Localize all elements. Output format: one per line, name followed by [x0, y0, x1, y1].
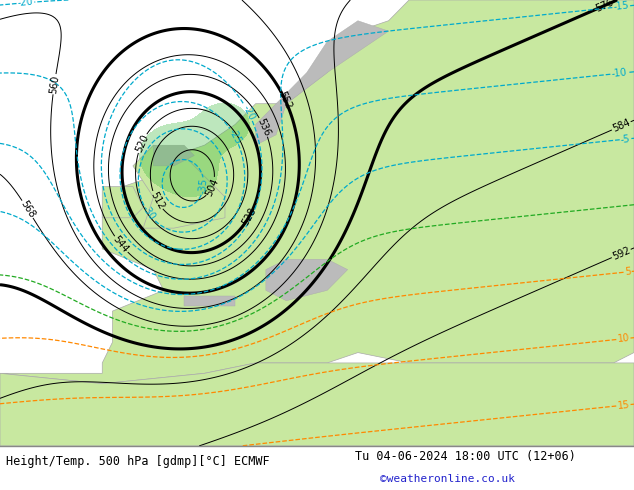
Text: Height/Temp. 500 hPa [gdmp][°C] ECMWF: Height/Temp. 500 hPa [gdmp][°C] ECMWF — [6, 455, 270, 468]
Text: 552: 552 — [277, 90, 294, 111]
Text: 568: 568 — [18, 199, 37, 220]
Text: 10: 10 — [617, 333, 630, 344]
Text: 544: 544 — [111, 234, 131, 255]
Text: -25: -25 — [226, 127, 243, 146]
Text: 528: 528 — [240, 206, 258, 227]
Text: -10: -10 — [611, 68, 628, 79]
Text: -15: -15 — [613, 1, 630, 12]
Text: -30: -30 — [139, 204, 157, 222]
Text: 584: 584 — [611, 118, 631, 134]
Text: -35: -35 — [198, 178, 209, 195]
Text: -20: -20 — [240, 103, 257, 122]
Text: 512: 512 — [148, 190, 165, 211]
Text: 15: 15 — [617, 400, 630, 411]
Text: 520: 520 — [134, 133, 150, 154]
Text: -20: -20 — [17, 0, 34, 8]
Text: 5: 5 — [624, 267, 631, 277]
Text: Tu 04-06-2024 18:00 UTC (12+06): Tu 04-06-2024 18:00 UTC (12+06) — [355, 450, 576, 463]
Text: 536: 536 — [256, 117, 272, 138]
Text: -5: -5 — [620, 134, 631, 145]
Text: 504: 504 — [204, 176, 221, 197]
Text: 560: 560 — [48, 74, 61, 94]
Text: 576: 576 — [594, 0, 616, 14]
Text: 592: 592 — [611, 245, 632, 262]
Text: ©weatheronline.co.uk: ©weatheronline.co.uk — [380, 474, 515, 484]
